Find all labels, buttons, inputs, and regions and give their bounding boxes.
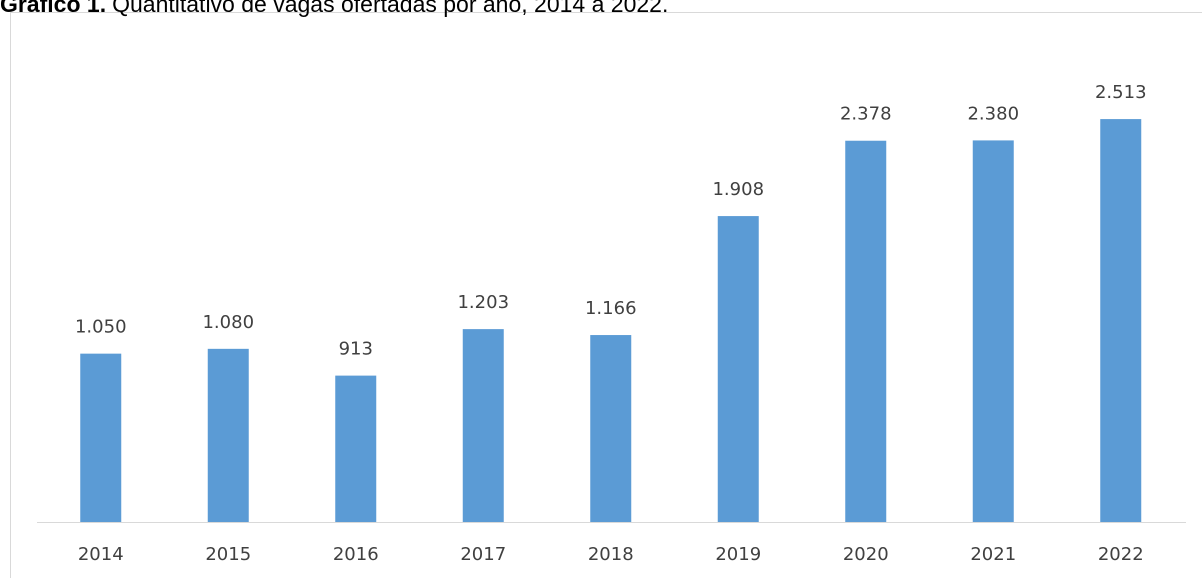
x-tick-label: 2018 bbox=[588, 544, 634, 565]
data-label: 2.380 bbox=[967, 103, 1019, 124]
x-tick-label: 2016 bbox=[333, 544, 379, 565]
bar bbox=[462, 329, 504, 522]
bar bbox=[845, 140, 887, 522]
data-label: 1.166 bbox=[585, 298, 637, 319]
bar bbox=[717, 216, 759, 523]
chart-border bbox=[10, 12, 1202, 578]
bar bbox=[80, 353, 122, 522]
x-tick-label: 2019 bbox=[715, 544, 761, 565]
bar bbox=[590, 335, 632, 522]
x-tick-label: 2017 bbox=[460, 544, 506, 565]
data-label: 1.050 bbox=[75, 317, 127, 338]
data-label: 913 bbox=[339, 339, 373, 360]
title-label: Gráfico 1. bbox=[0, 0, 106, 17]
bar bbox=[335, 375, 377, 522]
data-label: 1.080 bbox=[202, 312, 254, 333]
title-text: Quantitativo de vagas ofertadas por ano,… bbox=[112, 0, 668, 17]
data-label: 1.203 bbox=[457, 292, 509, 313]
bar bbox=[207, 348, 249, 522]
x-tick-label: 2020 bbox=[843, 544, 889, 565]
bar bbox=[972, 140, 1014, 522]
data-label: 2.378 bbox=[840, 104, 892, 125]
x-tick-label: 2021 bbox=[970, 544, 1016, 565]
chart-title: Gráfico 1. Quantitativo de vagas ofertada… bbox=[0, 0, 668, 17]
data-label: 1.908 bbox=[712, 179, 764, 200]
bar bbox=[1100, 119, 1142, 522]
x-tick-label: 2014 bbox=[78, 544, 124, 565]
x-tick-label: 2022 bbox=[1098, 544, 1144, 565]
x-tick-label: 2015 bbox=[205, 544, 251, 565]
data-label: 2.513 bbox=[1095, 82, 1147, 103]
